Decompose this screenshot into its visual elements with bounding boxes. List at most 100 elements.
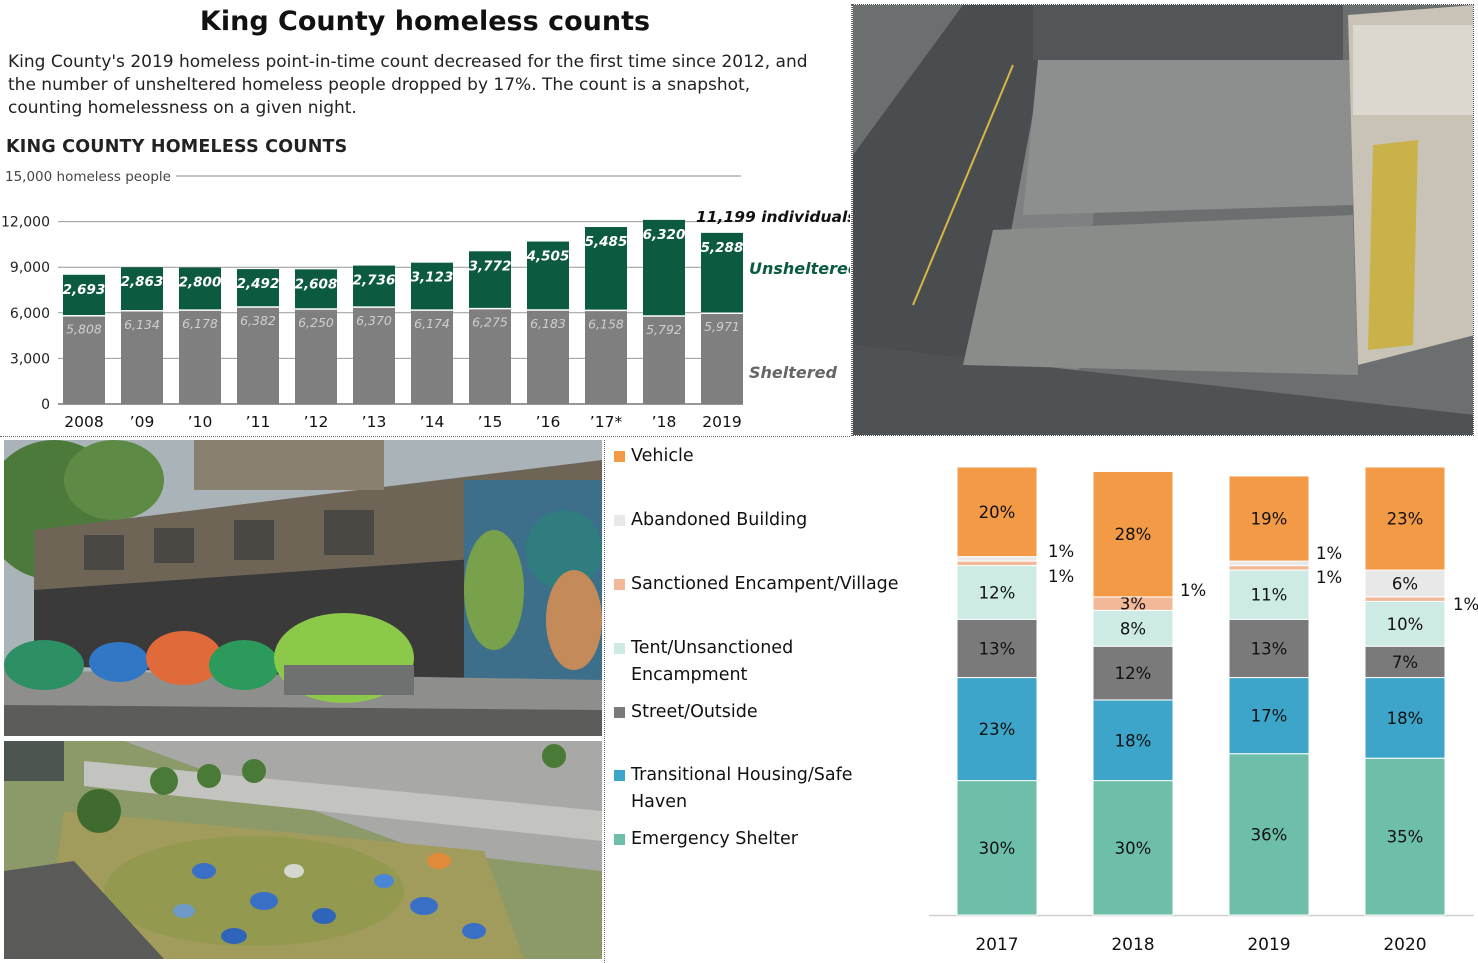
bar-sheltered [353,307,395,404]
unsheltered-annotation: Unsheltered [749,259,850,278]
unsheltered-value-label: 5,485 [585,234,628,250]
tiny-house-village-photo [852,4,1474,436]
bar-unsheltered [353,265,395,308]
x-tick-label: 2017 [975,935,1018,955]
x-tick-label: 2019 [1247,935,1290,955]
segment-value-label: 18% [1387,709,1424,728]
outside-value-label: 1% [1453,595,1478,614]
stacked-bar-segment [1364,645,1446,679]
living-situation-stacked-chart: 30% 23% 13% 12% 20% 2017 30% 18% 12% 8% 3% 28% 2018 3… [929,466,1478,955]
panel-divider [604,440,605,963]
segment-value-label: 28% [1115,525,1152,544]
bar-unsheltered [469,251,511,309]
bar-sheltered [469,308,511,404]
outside-value-label: 1% [1316,568,1342,587]
unsheltered-value-label: 6,320 [643,227,686,243]
x-tick-label: ’13 [362,413,387,431]
legend-swatch [614,451,625,462]
panel-divider [851,4,852,436]
unsheltered-value-label: 2,608 [295,276,338,292]
bar-sheltered [179,310,221,404]
x-tick-label: 2019 [702,413,741,431]
unsheltered-value-label: 5,288 [701,240,744,256]
bar-unsheltered [585,227,627,311]
segment-value-label: 12% [979,583,1016,602]
segment-value-label: 36% [1251,825,1288,844]
outside-value-label: 1% [1048,542,1074,561]
chart-description: King County's 2019 homeless point-in-tim… [8,52,808,118]
stacked-bar-segment [1092,699,1174,782]
unsheltered-value-label: 4,505 [526,249,570,265]
sheltered-value-label: 5,792 [646,322,682,337]
unsheltered-value-label: 2,693 [63,282,106,298]
y-tick-label: 9,000 [10,260,50,276]
stacked-bar-segment [1228,569,1310,620]
outside-value-label: 1% [1048,567,1074,586]
sheltered-value-label: 6,370 [356,313,392,328]
stacked-bar-segment [1092,609,1174,647]
y-tick-label: 6,000 [10,306,50,322]
unsheltered-value-label: 3,123 [411,270,454,286]
x-tick-label: 2008 [64,413,103,431]
x-tick-label: ’14 [420,413,445,431]
legend-swatch [614,770,625,781]
sheltered-value-label: 5,808 [66,322,102,337]
legend-label: Abandoned Building [631,510,808,530]
chart-title: King County homeless counts [199,6,651,37]
legend-swatch [614,643,625,654]
stacked-bar-segment [956,677,1038,782]
outside-value-label: 1% [1180,581,1206,600]
unsheltered-value-label: 2,863 [121,274,164,290]
legend-label: Vehicle [631,446,694,466]
x-tick-label: ’09 [130,413,155,431]
stacked-bar-segment [1228,753,1310,916]
legend-label: Street/Outside [631,702,758,722]
chart-subtitle: KING COUNTY HOMELESS COUNTS [6,137,348,157]
x-tick-label: ’11 [246,413,271,431]
legend-swatch [614,515,625,526]
segment-value-label: 18% [1115,731,1152,750]
tiny-house-village-image [853,5,1473,435]
segment-value-label: 20% [979,503,1016,522]
sheltered-value-label: 6,250 [298,315,334,330]
sheltered-value-label: 6,183 [530,316,566,331]
unsheltered-value-label: 3,772 [469,258,512,274]
sheltered-value-label: 6,158 [588,316,624,331]
x-tick-label: ’15 [478,413,503,431]
bar-sheltered [63,315,105,404]
x-tick-label: ’17* [590,413,623,431]
segment-value-label: 30% [979,839,1016,858]
tents-along-wall-photo [4,440,602,736]
bar-unsheltered [237,269,279,307]
segment-value-label: 19% [1251,510,1288,529]
segment-value-label: 23% [979,720,1016,739]
y-tick-label: 3,000 [10,351,50,367]
stacked-bar-segment [1364,596,1446,602]
stacked-bar-segment [1092,780,1174,916]
stacked-bar-segment [1364,600,1446,647]
unsheltered-value-label: 2,492 [237,276,280,292]
bar-sheltered [701,313,743,404]
bar-sheltered [237,306,279,404]
sheltered-value-label: 6,134 [124,317,160,332]
stacked-bar-segment [1228,565,1310,571]
segment-value-label: 13% [1251,639,1288,658]
segment-value-label: 11% [1251,586,1288,605]
panel-divider [0,436,850,437]
bar-unsheltered [179,267,221,311]
bar-sheltered [527,310,569,404]
x-tick-label: ’12 [304,413,329,431]
tents-along-wall-image [4,440,602,736]
outside-value-label: 1% [1316,544,1342,563]
bar-sheltered [585,310,627,404]
stacked-bar-segment [1364,569,1446,598]
stacked-bar-segment [1364,466,1446,571]
bar-sheltered [121,310,163,404]
bar-unsheltered [527,241,569,311]
bar-unsheltered [701,232,743,314]
stacked-bar-segment [956,466,1038,558]
king-county-chart-panel: King County homeless counts King County'… [0,0,850,436]
legend-swatch [614,834,625,845]
bar-sheltered [643,315,685,404]
sheltered-value-label: 6,382 [240,313,276,328]
